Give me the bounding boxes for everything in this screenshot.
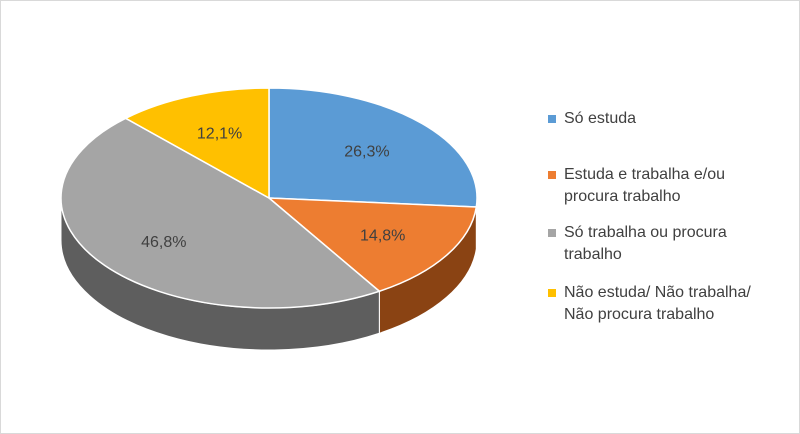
legend-label-line: procura trabalho (564, 188, 681, 205)
legend-label: Estuda e trabalha e/ou procura trabalho (564, 164, 788, 208)
legend-label-line: Só estuda (564, 110, 637, 127)
pie-slice-estuda-e-trabalha-e-ou-procura-trabalho (266, 197, 478, 293)
legend-swatch (548, 289, 556, 297)
legend-label-line: Estuda e trabalha e/ou (564, 166, 726, 183)
data-label-s-estuda: 26,3% (344, 143, 389, 160)
legend-label-line: Só trabalha ou procura (564, 224, 727, 241)
legend-label: Só trabalha ou procura trabalho (564, 222, 788, 266)
legend-swatch (548, 115, 556, 123)
legend-label-line: Não procura trabalho (564, 306, 715, 323)
data-label-s-trabalha-ou-procura-trabalho: 46,8% (141, 234, 186, 251)
legend-label: Não estuda/ Não trabalha/Não procura tra… (564, 282, 788, 326)
legend-label: Só estuda (564, 108, 788, 130)
pie-slice-n-o-estuda-n-o-trabalha-n-o-procura-trabalho (124, 87, 270, 200)
legend-swatch (548, 229, 556, 237)
pie-slice-s-estuda (268, 87, 478, 208)
pie-slice-s-trabalha-ou-procura-trabalho (60, 117, 381, 309)
data-label-n-o-estuda-n-o-trabalha-n-o-procura-trabalho: 12,1% (197, 126, 242, 143)
legend-swatch (548, 171, 556, 179)
legend-label-line: trabalho (564, 246, 622, 263)
legend-label-line: Não estuda/ Não trabalha/ (564, 284, 751, 301)
data-label-estuda-e-trabalha-e-ou-procura-trabalho: 14,8% (360, 228, 405, 245)
